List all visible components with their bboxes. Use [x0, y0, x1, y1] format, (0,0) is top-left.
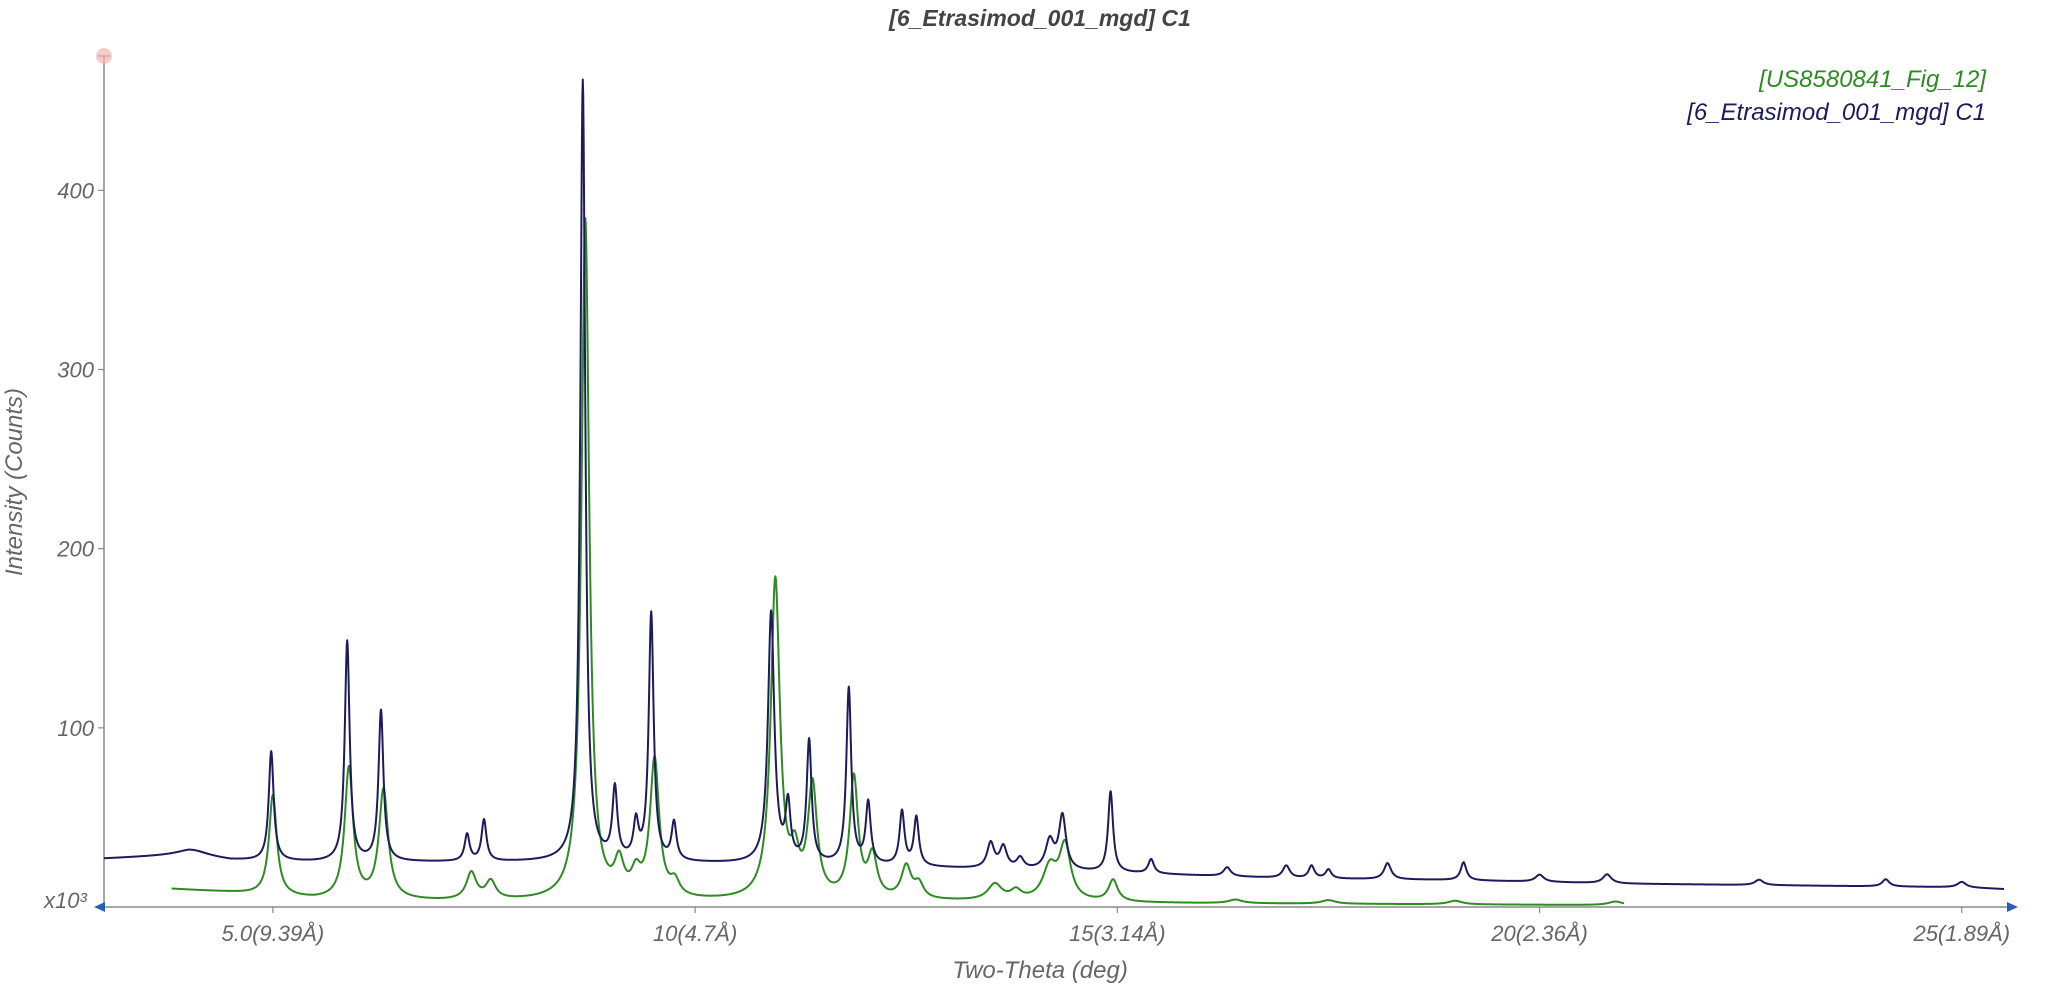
x-tick-label: 20(2.36Å): [1490, 921, 1588, 946]
series-layer: [103, 78, 2005, 906]
x-tick-label: 25(1.89Å): [1912, 921, 2010, 946]
y-tick-label: 300: [57, 358, 94, 383]
y-axis-label: Intensity (Counts): [1, 388, 28, 576]
x-axis-right-arrow: [2007, 902, 2018, 912]
axes: 5.0(9.39Å) 10(4.7Å) 15(3.14Å) 20(2.36Å) 25(1…: [56, 48, 2018, 946]
x-tick-label: 5.0(9.39Å): [222, 921, 325, 946]
chart-title: [6_Etrasimod_001_mgd] C1: [888, 5, 1191, 31]
y-multiplier-label: x10³: [43, 888, 87, 913]
series-line-sample: [103, 78, 2005, 890]
y-tick-label: 400: [57, 178, 94, 203]
legend-entry-reference: [US8580841_Fig_12]: [1758, 66, 1987, 93]
x-tick-label: 15(3.14Å): [1069, 921, 1166, 946]
legend: [US8580841_Fig_12] [6_Etrasimod_001_mgd]…: [1686, 66, 1987, 126]
y-tick-label: 100: [57, 716, 94, 741]
x-axis-left-arrow: [94, 902, 105, 912]
legend-entry-sample: [6_Etrasimod_001_mgd] C1: [1686, 99, 1986, 126]
x-axis-label: Two-Theta (deg): [952, 957, 1128, 984]
x-tick-label: 10(4.7Å): [653, 921, 737, 946]
cursor-marker[interactable]: [96, 48, 112, 64]
y-tick-label: 200: [56, 537, 94, 562]
series-line-reference: [170, 217, 1625, 906]
